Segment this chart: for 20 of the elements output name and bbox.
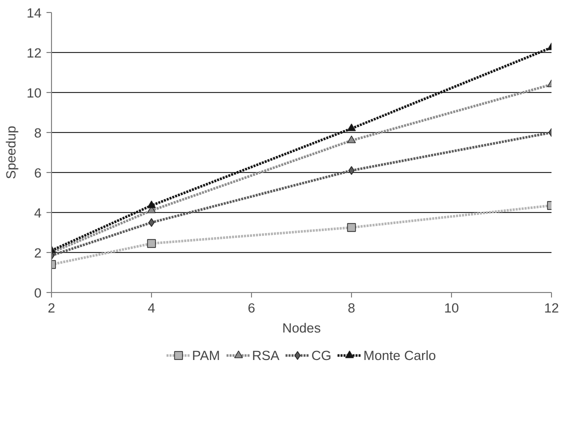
x-axis-title: Nodes <box>282 320 322 336</box>
y-tick-label: 8 <box>34 126 42 140</box>
x-tick-label: 6 <box>248 300 256 316</box>
legend-label: Monte Carlo <box>363 348 436 362</box>
y-tick-label: 14 <box>26 6 42 20</box>
legend-label: CG <box>311 348 332 362</box>
x-tick-label: 2 <box>48 300 56 316</box>
y-tick-label: 12 <box>26 46 42 60</box>
x-tick-label: 12 <box>544 300 559 316</box>
legend-label: RSA <box>252 348 280 362</box>
x-tick-label: 8 <box>348 300 356 316</box>
y-tick-label: 6 <box>34 166 42 180</box>
legend-label: PAM <box>192 348 220 362</box>
y-tick-label: 0 <box>34 286 42 300</box>
y-tick-label: 2 <box>34 246 42 260</box>
y-tick-label: 4 <box>34 206 42 220</box>
x-tick-label: 10 <box>444 300 459 316</box>
y-axis-title: Speedup <box>4 126 19 180</box>
y-tick-label: 10 <box>26 86 42 100</box>
x-tick-label: 4 <box>148 300 156 316</box>
